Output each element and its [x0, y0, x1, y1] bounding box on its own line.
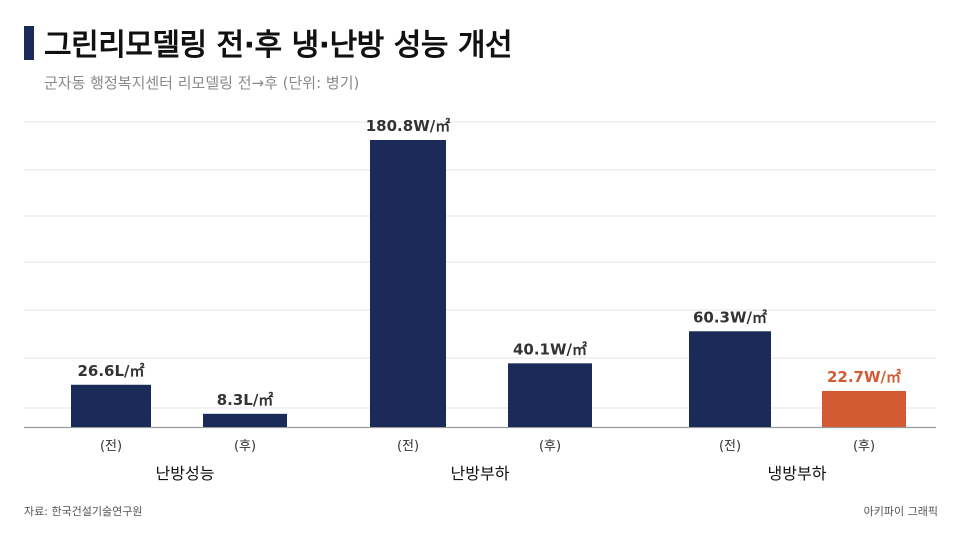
data-label: 60.3W/㎡ [693, 308, 767, 326]
group-label: 난방성능 [156, 464, 215, 483]
bar-2-2 [508, 363, 592, 427]
group-label: 난방부하 [451, 464, 510, 483]
data-label: 180.8W/㎡ [366, 117, 450, 135]
page-subtitle: 군자동 행정복지센터 리모델링 전→후 (단위: 병기) [44, 74, 360, 92]
category-tick-label: (전) [100, 439, 122, 454]
category-tick-label: (후) [539, 439, 561, 454]
page-title: 그린리모델링 전·후 냉·난방 성능 개선 [44, 28, 513, 63]
bar-3-2 [822, 390, 906, 427]
brand-credit: 아키파이 그래픽 [863, 505, 938, 518]
category-tick-label: (전) [397, 439, 419, 454]
category-tick-label: (전) [719, 439, 741, 454]
source-note: 자료: 한국건설기술연구원 [24, 505, 143, 518]
bar-1-2 [203, 413, 287, 427]
bar-3-1 [689, 331, 771, 427]
data-label: 8.3L/㎡ [217, 391, 274, 409]
category-tick-label: (후) [853, 439, 875, 454]
data-label: 40.1W/㎡ [513, 340, 587, 358]
group-label: 냉방부하 [768, 464, 827, 483]
title-accent-bar [24, 26, 34, 60]
bar-2-1 [370, 140, 446, 427]
bar-1-1 [71, 384, 151, 427]
data-label: 26.6L/㎡ [77, 362, 144, 380]
category-tick-label: (후) [234, 439, 256, 454]
data-label: 22.7W/㎡ [827, 368, 901, 386]
